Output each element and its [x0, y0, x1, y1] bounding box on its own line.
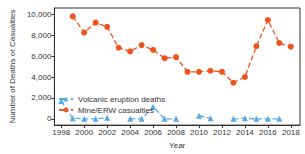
svg-text:2008: 2008 — [167, 128, 185, 137]
svg-text:Year: Year — [169, 141, 186, 150]
svg-text:2016: 2016 — [259, 128, 277, 137]
svg-text:Number of Deaths or Casualties: Number of Deaths or Casualties — [8, 10, 17, 124]
svg-text:Mine/ERW casualties: Mine/ERW casualties — [78, 106, 154, 115]
svg-text:4,000: 4,000 — [31, 73, 52, 82]
svg-text:2012: 2012 — [213, 128, 231, 137]
svg-text:2004: 2004 — [121, 128, 139, 137]
svg-text:2018: 2018 — [282, 128, 300, 137]
svg-text:2014: 2014 — [236, 128, 254, 137]
svg-text:2,000: 2,000 — [31, 93, 52, 102]
svg-text:6,000: 6,000 — [31, 52, 52, 61]
svg-text:0: 0 — [47, 114, 52, 123]
svg-text:1998: 1998 — [52, 128, 70, 137]
svg-text:2000: 2000 — [75, 128, 93, 137]
svg-text:Volcanic eruption deaths: Volcanic eruption deaths — [78, 95, 165, 104]
svg-text:2010: 2010 — [190, 128, 208, 137]
svg-text:2006: 2006 — [144, 128, 162, 137]
svg-text:8,000: 8,000 — [31, 31, 52, 40]
svg-text:2002: 2002 — [98, 128, 116, 137]
svg-text:10,000: 10,000 — [27, 10, 52, 19]
